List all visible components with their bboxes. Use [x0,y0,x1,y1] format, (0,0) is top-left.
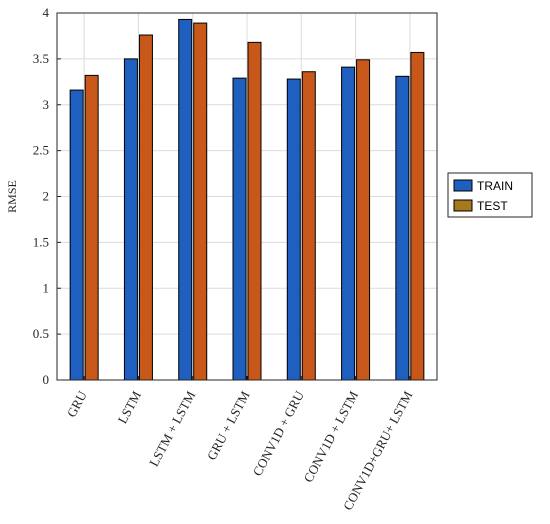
bar-train [341,66,356,381]
y-tick-label: 4 [43,5,50,20]
legend-swatch-test [453,199,473,212]
bar-train [123,58,138,381]
y-tick-label: 3 [43,97,50,112]
bar-test [247,41,262,381]
y-axis-label: RMSE [5,180,19,213]
bars [69,18,425,381]
y-tick-label: 1.5 [33,234,49,249]
y-tick-label: 3.5 [33,51,49,66]
bar-train [69,89,84,381]
y-axis-ticks: 0 0.5 1 1.5 2 2.5 3 3.5 4 [33,5,61,387]
x-tick-label: GRU + LSTM [204,388,253,462]
y-tick-label: 0 [43,372,50,387]
x-tick-label: CONV1D + LSTM [300,388,361,485]
bar-test [301,71,316,381]
legend-label-test: TEST [477,199,508,213]
legend: TRAIN TEST [447,172,533,218]
y-tick-label: 2 [43,189,50,204]
bar-test [410,51,425,381]
legend-label-train: TRAIN [477,179,513,193]
x-tick-label: CONV1D + GRU [250,388,308,479]
x-tick-label: LSTM + LSTM [146,388,198,469]
bar-test [193,22,208,381]
bar-test [84,74,99,381]
bar-train [286,78,301,381]
bar-train [395,75,410,381]
bar-test [356,59,371,381]
x-tick-label: GRU [64,388,90,420]
y-tick-label: 0.5 [33,326,49,341]
bar-train [232,77,247,381]
y-tick-label: 1 [43,280,50,295]
legend-swatch-train [453,179,473,192]
bar-train [178,18,193,381]
bar-test [138,34,153,381]
y-tick-label: 2.5 [33,143,49,158]
grid-lines [57,12,437,381]
x-tick-label: LSTM [115,388,145,426]
